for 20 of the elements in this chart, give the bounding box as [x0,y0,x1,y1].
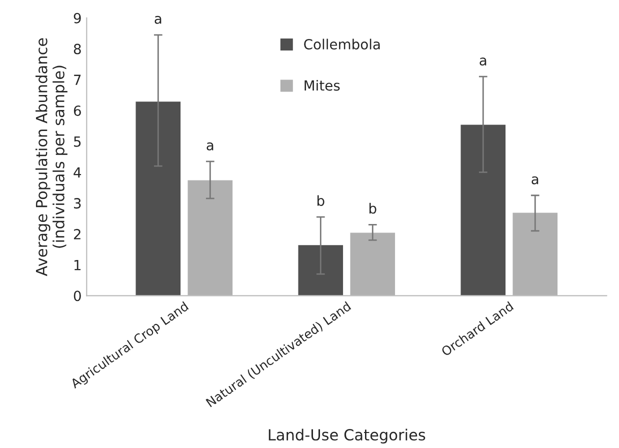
legend-label: Collembola [304,38,380,50]
annotation: b [369,202,376,214]
y-tick-label: 7 [74,74,81,85]
legend-label: Mites [304,80,340,91]
annotation: a [532,176,538,184]
y-tick-label: 3 [74,198,81,209]
y-tick-label: 8 [74,44,81,54]
y-tick-label: 6 [74,105,81,116]
y-tick-label: 4 [74,167,82,178]
x-axis-title: Land-Use Categories [268,428,426,444]
annotation: a [154,16,162,24]
annotation: a [206,142,214,150]
annotation: a [480,58,486,66]
y-tick-label: 9 [74,12,81,24]
y-tick-label: 1 [74,260,81,270]
y-tick-label: 2 [74,228,80,240]
y-axis-title: Average Population Abundance (individuals per sample) [36,38,68,276]
y-tick-label: 0 [74,290,81,302]
annotation: b [317,195,324,206]
y-tick-label: 5 [74,136,81,147]
